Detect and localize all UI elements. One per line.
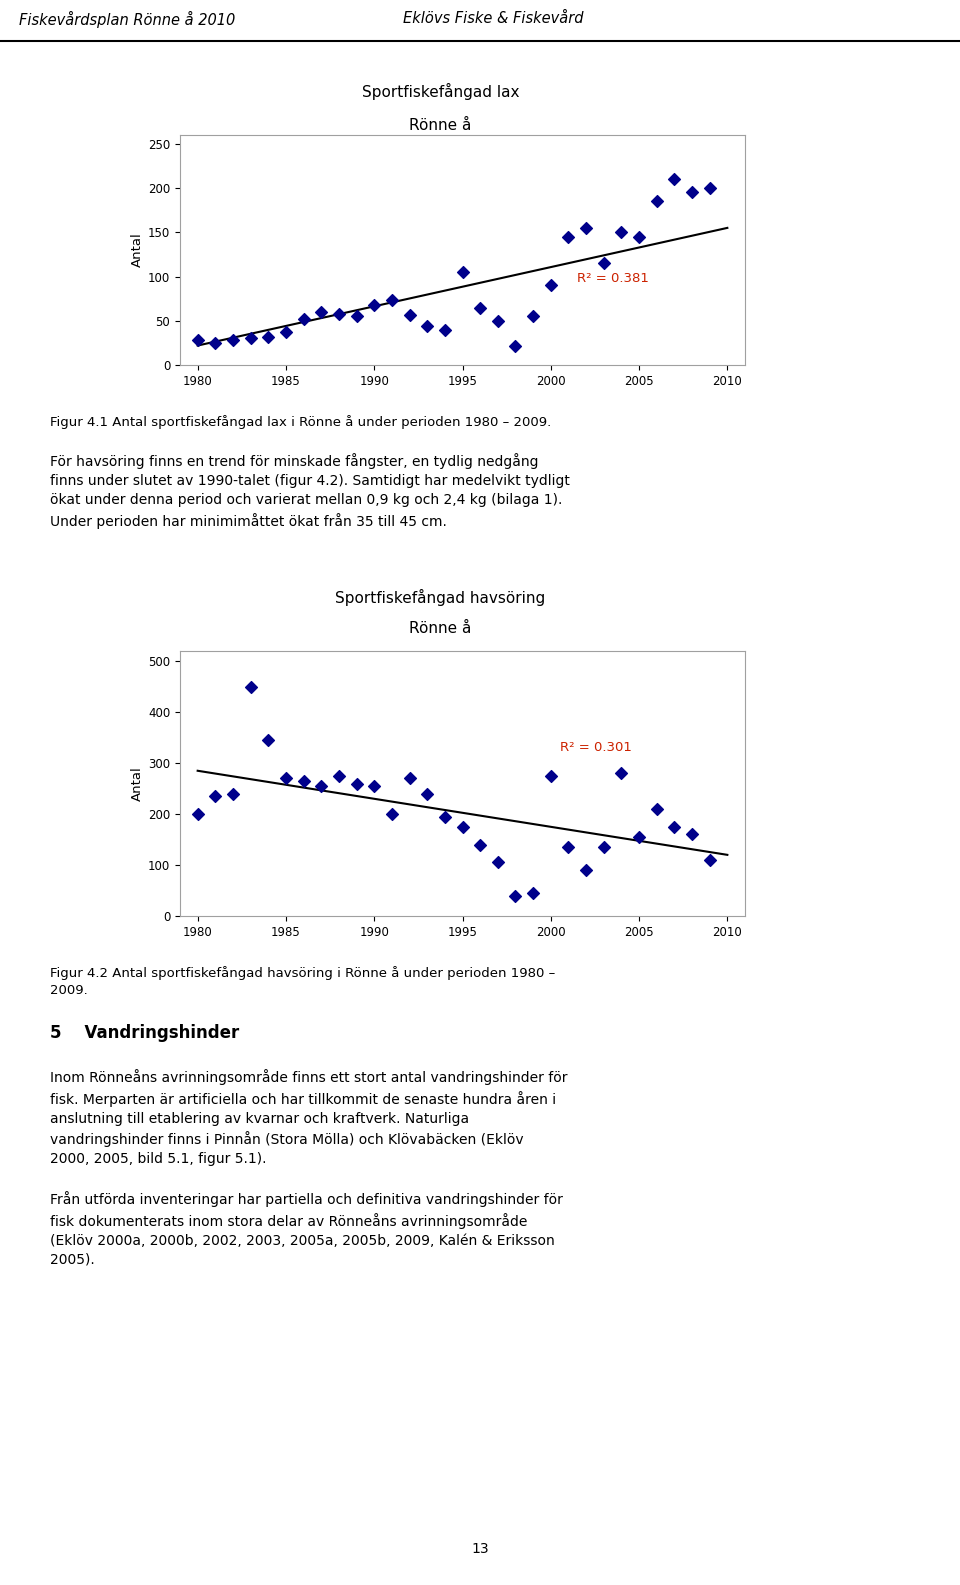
Point [684, 821, 700, 846]
Text: Rönne å: Rönne å [409, 621, 471, 636]
Point [348, 304, 364, 330]
Point [491, 850, 506, 875]
Point [207, 330, 223, 355]
Point [190, 802, 205, 827]
Point [702, 176, 717, 201]
Point [508, 883, 523, 908]
Point [437, 804, 452, 829]
Point [613, 220, 629, 246]
Point [384, 288, 399, 314]
Text: Inom Rönneåns avrinningsområde finns ett stort antal vandringshinder för
fisk. M: Inom Rönneåns avrinningsområde finns ett… [50, 1068, 567, 1167]
Point [314, 300, 329, 325]
Text: Rönne å: Rönne å [409, 117, 471, 133]
Point [508, 333, 523, 358]
Point [384, 802, 399, 827]
Text: R² = 0.381: R² = 0.381 [577, 271, 649, 285]
Text: Sportfiskefångad havsöring: Sportfiskefångad havsöring [335, 590, 545, 607]
Point [402, 766, 418, 791]
Text: Eklövs Fiske & Fiskevård: Eklövs Fiske & Fiskevård [403, 11, 584, 27]
Text: Från utförda inventeringar har partiella och definitiva vandringshinder för
fisk: Från utförda inventeringar har partiella… [50, 1190, 563, 1266]
Point [296, 769, 311, 794]
Point [331, 762, 347, 788]
Point [207, 783, 223, 808]
Point [649, 189, 664, 214]
Point [525, 304, 540, 330]
Point [367, 773, 382, 799]
Point [472, 295, 488, 320]
Point [472, 832, 488, 857]
Point [613, 761, 629, 786]
Point [331, 301, 347, 327]
Point [525, 880, 540, 905]
Point [596, 250, 612, 276]
Text: R² = 0.301: R² = 0.301 [560, 742, 632, 754]
Point [437, 317, 452, 342]
Point [402, 301, 418, 327]
Point [649, 796, 664, 821]
Point [420, 781, 435, 807]
Point [296, 306, 311, 331]
Point [226, 328, 241, 353]
Text: Fiskevårdsplan Rönne å 2010: Fiskevårdsplan Rönne å 2010 [19, 11, 235, 29]
Point [260, 323, 276, 349]
Point [666, 815, 682, 840]
Point [260, 728, 276, 753]
Point [190, 328, 205, 353]
Point [666, 166, 682, 192]
Point [632, 223, 647, 249]
Point [243, 674, 258, 699]
Point [543, 762, 559, 788]
Text: Figur 4.2 Antal sportfiskefångad havsöring i Rönne å under perioden 1980 –
2009.: Figur 4.2 Antal sportfiskefångad havsöri… [50, 965, 555, 997]
Point [243, 327, 258, 352]
Point [702, 848, 717, 873]
Text: För havsöring finns en trend för minskade fångster, en tydlig nedgång
finns unde: För havsöring finns en trend för minskad… [50, 453, 570, 529]
Point [561, 223, 576, 249]
Point [491, 307, 506, 333]
Point [455, 260, 470, 285]
Text: Figur 4.1 Antal sportfiskefångad lax i Rönne å under perioden 1980 – 2009.: Figur 4.1 Antal sportfiskefångad lax i R… [50, 415, 551, 430]
Point [455, 815, 470, 840]
Point [226, 781, 241, 807]
Point [632, 824, 647, 850]
Point [278, 320, 294, 346]
Y-axis label: Antal: Antal [131, 233, 144, 268]
Point [278, 766, 294, 791]
Point [684, 179, 700, 204]
Y-axis label: Antal: Antal [131, 766, 144, 800]
Point [579, 857, 594, 883]
Point [561, 835, 576, 861]
Point [420, 314, 435, 339]
Text: 5    Vandringshinder: 5 Vandringshinder [50, 1024, 239, 1041]
Point [543, 273, 559, 298]
Point [579, 216, 594, 241]
Point [367, 292, 382, 317]
Text: Sportfiskefångad lax: Sportfiskefångad lax [362, 82, 519, 100]
Point [314, 773, 329, 799]
Point [596, 835, 612, 861]
Text: 13: 13 [471, 1542, 489, 1556]
Point [348, 770, 364, 796]
